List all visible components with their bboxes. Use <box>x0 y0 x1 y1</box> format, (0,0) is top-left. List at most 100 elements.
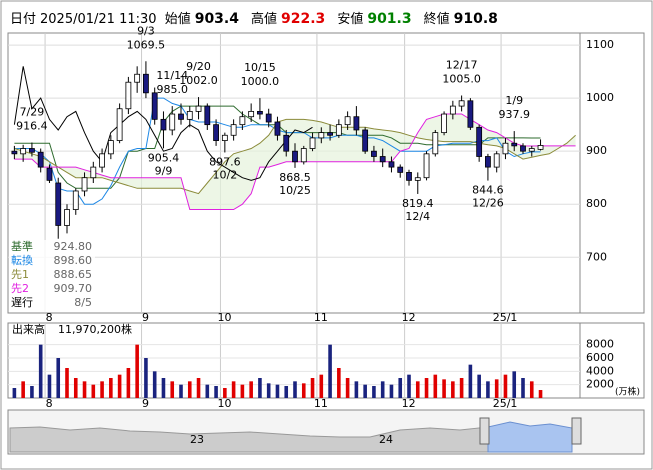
header-label: 安値 <box>337 12 364 27</box>
volume-bar <box>284 386 289 398</box>
legend-label: 転換 <box>11 254 33 267</box>
candle-body <box>169 113 176 131</box>
annotation-value: 897.6 <box>209 155 241 168</box>
volume-bar <box>12 388 17 398</box>
candle-body <box>485 156 491 168</box>
candle-body <box>292 150 298 163</box>
y-tick-label: 1000 <box>586 91 614 104</box>
volume-title: 出来高 <box>12 322 45 336</box>
candle-body <box>116 108 123 141</box>
navigator[interactable]: 23 24 <box>7 409 645 455</box>
volume-bar <box>310 378 315 398</box>
navigator-handle[interactable] <box>571 417 582 445</box>
candle-body <box>107 140 114 155</box>
volume-bar <box>231 381 236 398</box>
x-tick-label: 11 <box>314 311 328 324</box>
indicator-line <box>14 118 576 195</box>
volume-bar <box>293 381 297 398</box>
legend-box <box>9 240 95 312</box>
volume-bar <box>529 381 534 398</box>
volume-bar <box>442 379 446 398</box>
navigator-selection <box>487 421 573 453</box>
candle-body <box>221 134 228 141</box>
candle-body <box>90 166 97 179</box>
candle-body <box>160 118 167 131</box>
candle-body <box>441 113 447 134</box>
x-tick-label: 25/1 <box>493 397 518 410</box>
volume-bar <box>380 381 385 398</box>
volume-bar <box>301 383 306 398</box>
candle-body <box>335 124 342 136</box>
y-tick-label: 4000 <box>586 364 614 377</box>
candle-body <box>195 105 202 112</box>
annotation-value: 1000.0 <box>241 75 280 88</box>
candle-body <box>502 142 509 155</box>
annotation-date: 1/9 <box>505 94 523 107</box>
volume-bar <box>144 358 148 398</box>
candle-body <box>143 73 149 94</box>
annotation-value: 819.4 <box>402 197 434 210</box>
candle-body <box>423 153 430 179</box>
annotation-value: 1002.0 <box>179 74 218 87</box>
indicator-line <box>13 66 313 181</box>
volume-bar <box>196 378 201 398</box>
candle-body <box>511 142 518 147</box>
volume-bar <box>494 379 499 398</box>
candle-body <box>327 132 333 136</box>
annotation-date: 10/2 <box>212 168 237 181</box>
candle-body <box>379 156 386 163</box>
candle-body <box>397 166 404 173</box>
candle-body <box>300 148 307 163</box>
volume-bar <box>187 381 192 398</box>
y-tick-label: 900 <box>586 144 607 157</box>
candle-body <box>318 132 325 139</box>
volume-bar <box>468 364 473 398</box>
annotation-value: 844.6 <box>472 184 504 197</box>
header: 日付 2025/01/21 11:30 始値 903.4 高値 922.3 安値 901.3… <box>10 8 510 27</box>
volume-bar <box>109 378 113 398</box>
candle-body <box>414 177 421 181</box>
annotation-date: 12/17 <box>446 58 478 71</box>
candle-body <box>178 113 184 120</box>
volume-bar <box>266 383 271 398</box>
volume-bar <box>415 381 420 398</box>
volume-bar <box>433 374 438 398</box>
candle-body <box>239 116 246 126</box>
candle-body <box>265 113 272 123</box>
x-tick-label: 8 <box>46 397 53 410</box>
header-value: 903.4 <box>194 11 239 27</box>
candle-body <box>362 129 369 152</box>
candle-body <box>99 153 105 168</box>
candle-body <box>388 161 395 168</box>
header-value: 922.3 <box>281 11 326 27</box>
candle-body <box>134 73 141 83</box>
volume-bar <box>424 378 429 398</box>
volume-bar <box>328 344 332 398</box>
annotation-date: 12/26 <box>472 197 504 210</box>
x-tick-label: 8 <box>46 311 53 324</box>
volume-bar <box>73 378 78 398</box>
volume-bar <box>512 371 517 398</box>
candle-body <box>46 167 53 181</box>
navigator-label: 24 <box>379 433 393 446</box>
header-label: 終値 <box>423 12 450 27</box>
volume-bar <box>65 368 69 398</box>
header-datetime: 2025/01/21 11:30 <box>40 12 157 27</box>
annotation-date: 9/3 <box>137 24 155 37</box>
annotation-value: 916.4 <box>16 119 48 132</box>
volume-bar <box>126 368 131 398</box>
candle-body <box>55 182 62 226</box>
candle-body <box>72 190 79 210</box>
header-label: 始値 <box>164 12 191 27</box>
x-tick-label: 9 <box>142 397 149 410</box>
annotation-value: 905.4 <box>148 151 180 164</box>
volume-bar <box>82 381 87 398</box>
annotation-date: 12/4 <box>405 210 430 223</box>
x-tick-label: 11 <box>314 397 328 410</box>
volume-bar <box>486 381 490 398</box>
volume-bar <box>337 368 341 398</box>
volume-bar <box>503 374 508 398</box>
annotation-value: 937.9 <box>498 108 530 121</box>
navigator-handle[interactable] <box>479 417 490 445</box>
